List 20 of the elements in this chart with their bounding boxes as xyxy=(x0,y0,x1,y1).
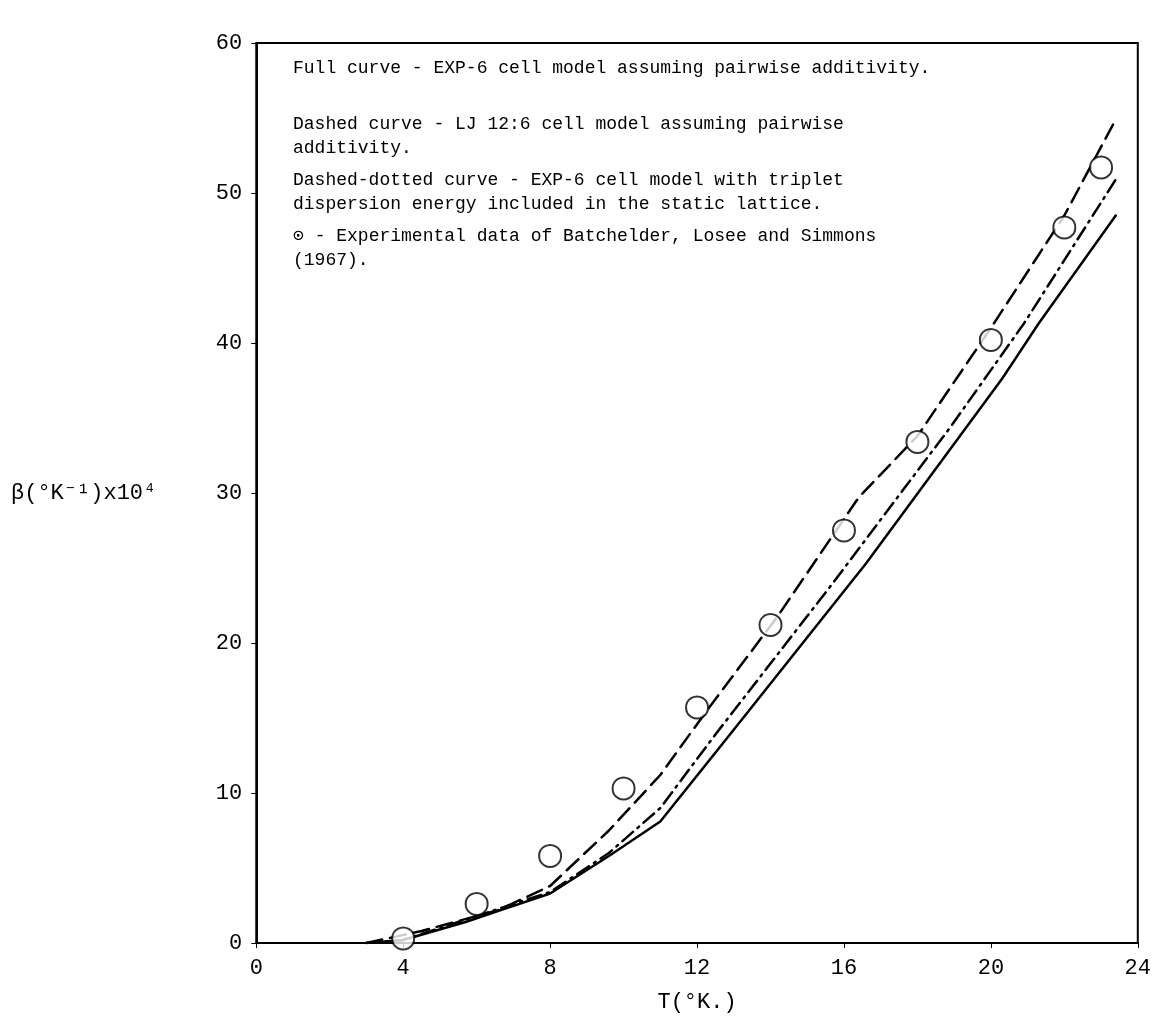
y-tick-label: 50 xyxy=(215,180,243,206)
y-tick-label: 0 xyxy=(229,930,243,956)
x-tick-label: 12 xyxy=(683,955,711,981)
annotation: ⊙ - Experimental data of Batchelder, Losee and Simmons (1967). xyxy=(293,226,888,270)
x-axis-title: T(°K.) xyxy=(657,989,737,1015)
y-tick-label: 10 xyxy=(215,780,243,806)
x-tick-label: 20 xyxy=(977,955,1005,981)
y-tick-label: 30 xyxy=(215,480,243,506)
x-tick-label: 16 xyxy=(830,955,858,981)
annotation: Dashed-dotted curve - EXP-6 cell model with triplet dispersion energy included in the static lattice. xyxy=(293,170,855,214)
y-tick-label: 40 xyxy=(215,330,243,356)
y-axis-title: β(°K⁻¹)x10⁴ xyxy=(10,480,157,506)
x-tick-label: 0 xyxy=(249,955,263,981)
annotation: Full curve - EXP-6 cell model assuming pairwise additivity. xyxy=(293,58,931,78)
x-tick-label: 24 xyxy=(1124,955,1151,981)
x-tick-label: 4 xyxy=(396,955,410,981)
y-tick-label: 60 xyxy=(215,30,243,56)
x-tick-label: 8 xyxy=(543,955,557,981)
y-tick-label: 20 xyxy=(215,630,243,656)
annotation: Dashed curve - LJ 12:6 cell model assuming pairwise additivity. xyxy=(293,114,855,158)
